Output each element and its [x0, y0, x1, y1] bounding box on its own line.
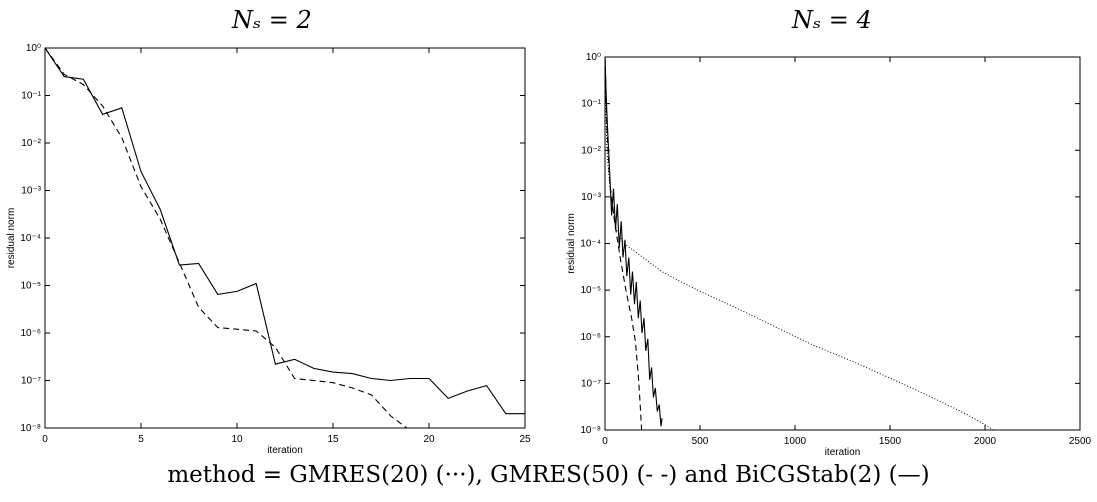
figure-caption: method = GMRES(20) (···), GMRES(50) (- -…	[0, 462, 1097, 488]
right-y-tick-label: 10⁻⁷	[581, 378, 601, 389]
right-axes-box	[605, 57, 1080, 430]
left-series-solid-line	[45, 48, 525, 414]
left-y-tick-label: 10⁻³	[21, 186, 41, 197]
left-y-tick-label: 10⁻⁵	[20, 281, 41, 292]
right-y-tick-label: 10⁻⁸	[580, 425, 601, 436]
right-y-tick-label: 10⁻³	[581, 192, 601, 203]
right-y-tick-label: 10⁻¹	[581, 99, 601, 110]
right-y-tick-label: 10⁰	[586, 52, 601, 63]
left-axes-box	[45, 48, 525, 428]
right-y-tick-label: 10⁻²	[581, 145, 601, 156]
left-x-tick-label: 5	[138, 434, 144, 445]
left-y-tick-label: 10⁰	[26, 43, 41, 54]
right-x-tick-label: 0	[602, 436, 608, 447]
right-x-axis-label: iteration	[825, 447, 861, 458]
right-y-tick-label: 10⁻⁵	[580, 285, 601, 296]
left-x-axis-label: iteration	[267, 445, 303, 456]
right-y-tick-label: 10⁻⁴	[580, 239, 601, 250]
right-x-tick-label: 1000	[784, 436, 807, 447]
right-x-tick-label: 1500	[879, 436, 902, 447]
left-x-tick-label: 25	[519, 434, 531, 445]
left-y-tick-label: 10⁻⁸	[20, 423, 41, 434]
right-x-tick-label: 2500	[1069, 436, 1092, 447]
right-series-solid-line	[605, 57, 662, 426]
chart-left: 0 5 10 15 20 25 10⁻⁸ 10⁻⁷ 10⁻⁶ 10⁻⁵ 10⁻⁴ 10⁻³ 10⁻² 10…	[0, 0, 548, 460]
left-y-tick-label: 10⁻²	[21, 138, 41, 149]
right-series-dotted-line	[605, 57, 1008, 439]
right-y-axis-label: residual norm	[566, 213, 577, 274]
left-x-tick-label: 20	[423, 434, 435, 445]
left-x-tick-label: 10	[231, 434, 243, 445]
right-x-tick-label: 2000	[974, 436, 997, 447]
right-series-dashed-line	[605, 57, 642, 437]
left-series-dashed-line	[45, 48, 410, 430]
left-y-tick-label: 10⁻⁷	[21, 376, 41, 387]
chart-right: 0 500 1000 1500 2000 2500 10⁻⁸ 10⁻⁷ 10⁻⁶ 10⁻⁵ 10⁻⁴…	[548, 0, 1097, 460]
left-y-tick-label: 10⁻⁶	[20, 328, 41, 339]
left-x-tick-label: 15	[327, 434, 339, 445]
left-y-axis-label: residual norm	[6, 208, 17, 269]
left-y-tick-label: 10⁻⁴	[20, 233, 41, 244]
left-x-tick-label: 0	[42, 434, 48, 445]
right-y-tick-label: 10⁻⁶	[580, 332, 601, 343]
right-x-tick-label: 500	[692, 436, 709, 447]
left-y-tick-label: 10⁻¹	[21, 91, 41, 102]
